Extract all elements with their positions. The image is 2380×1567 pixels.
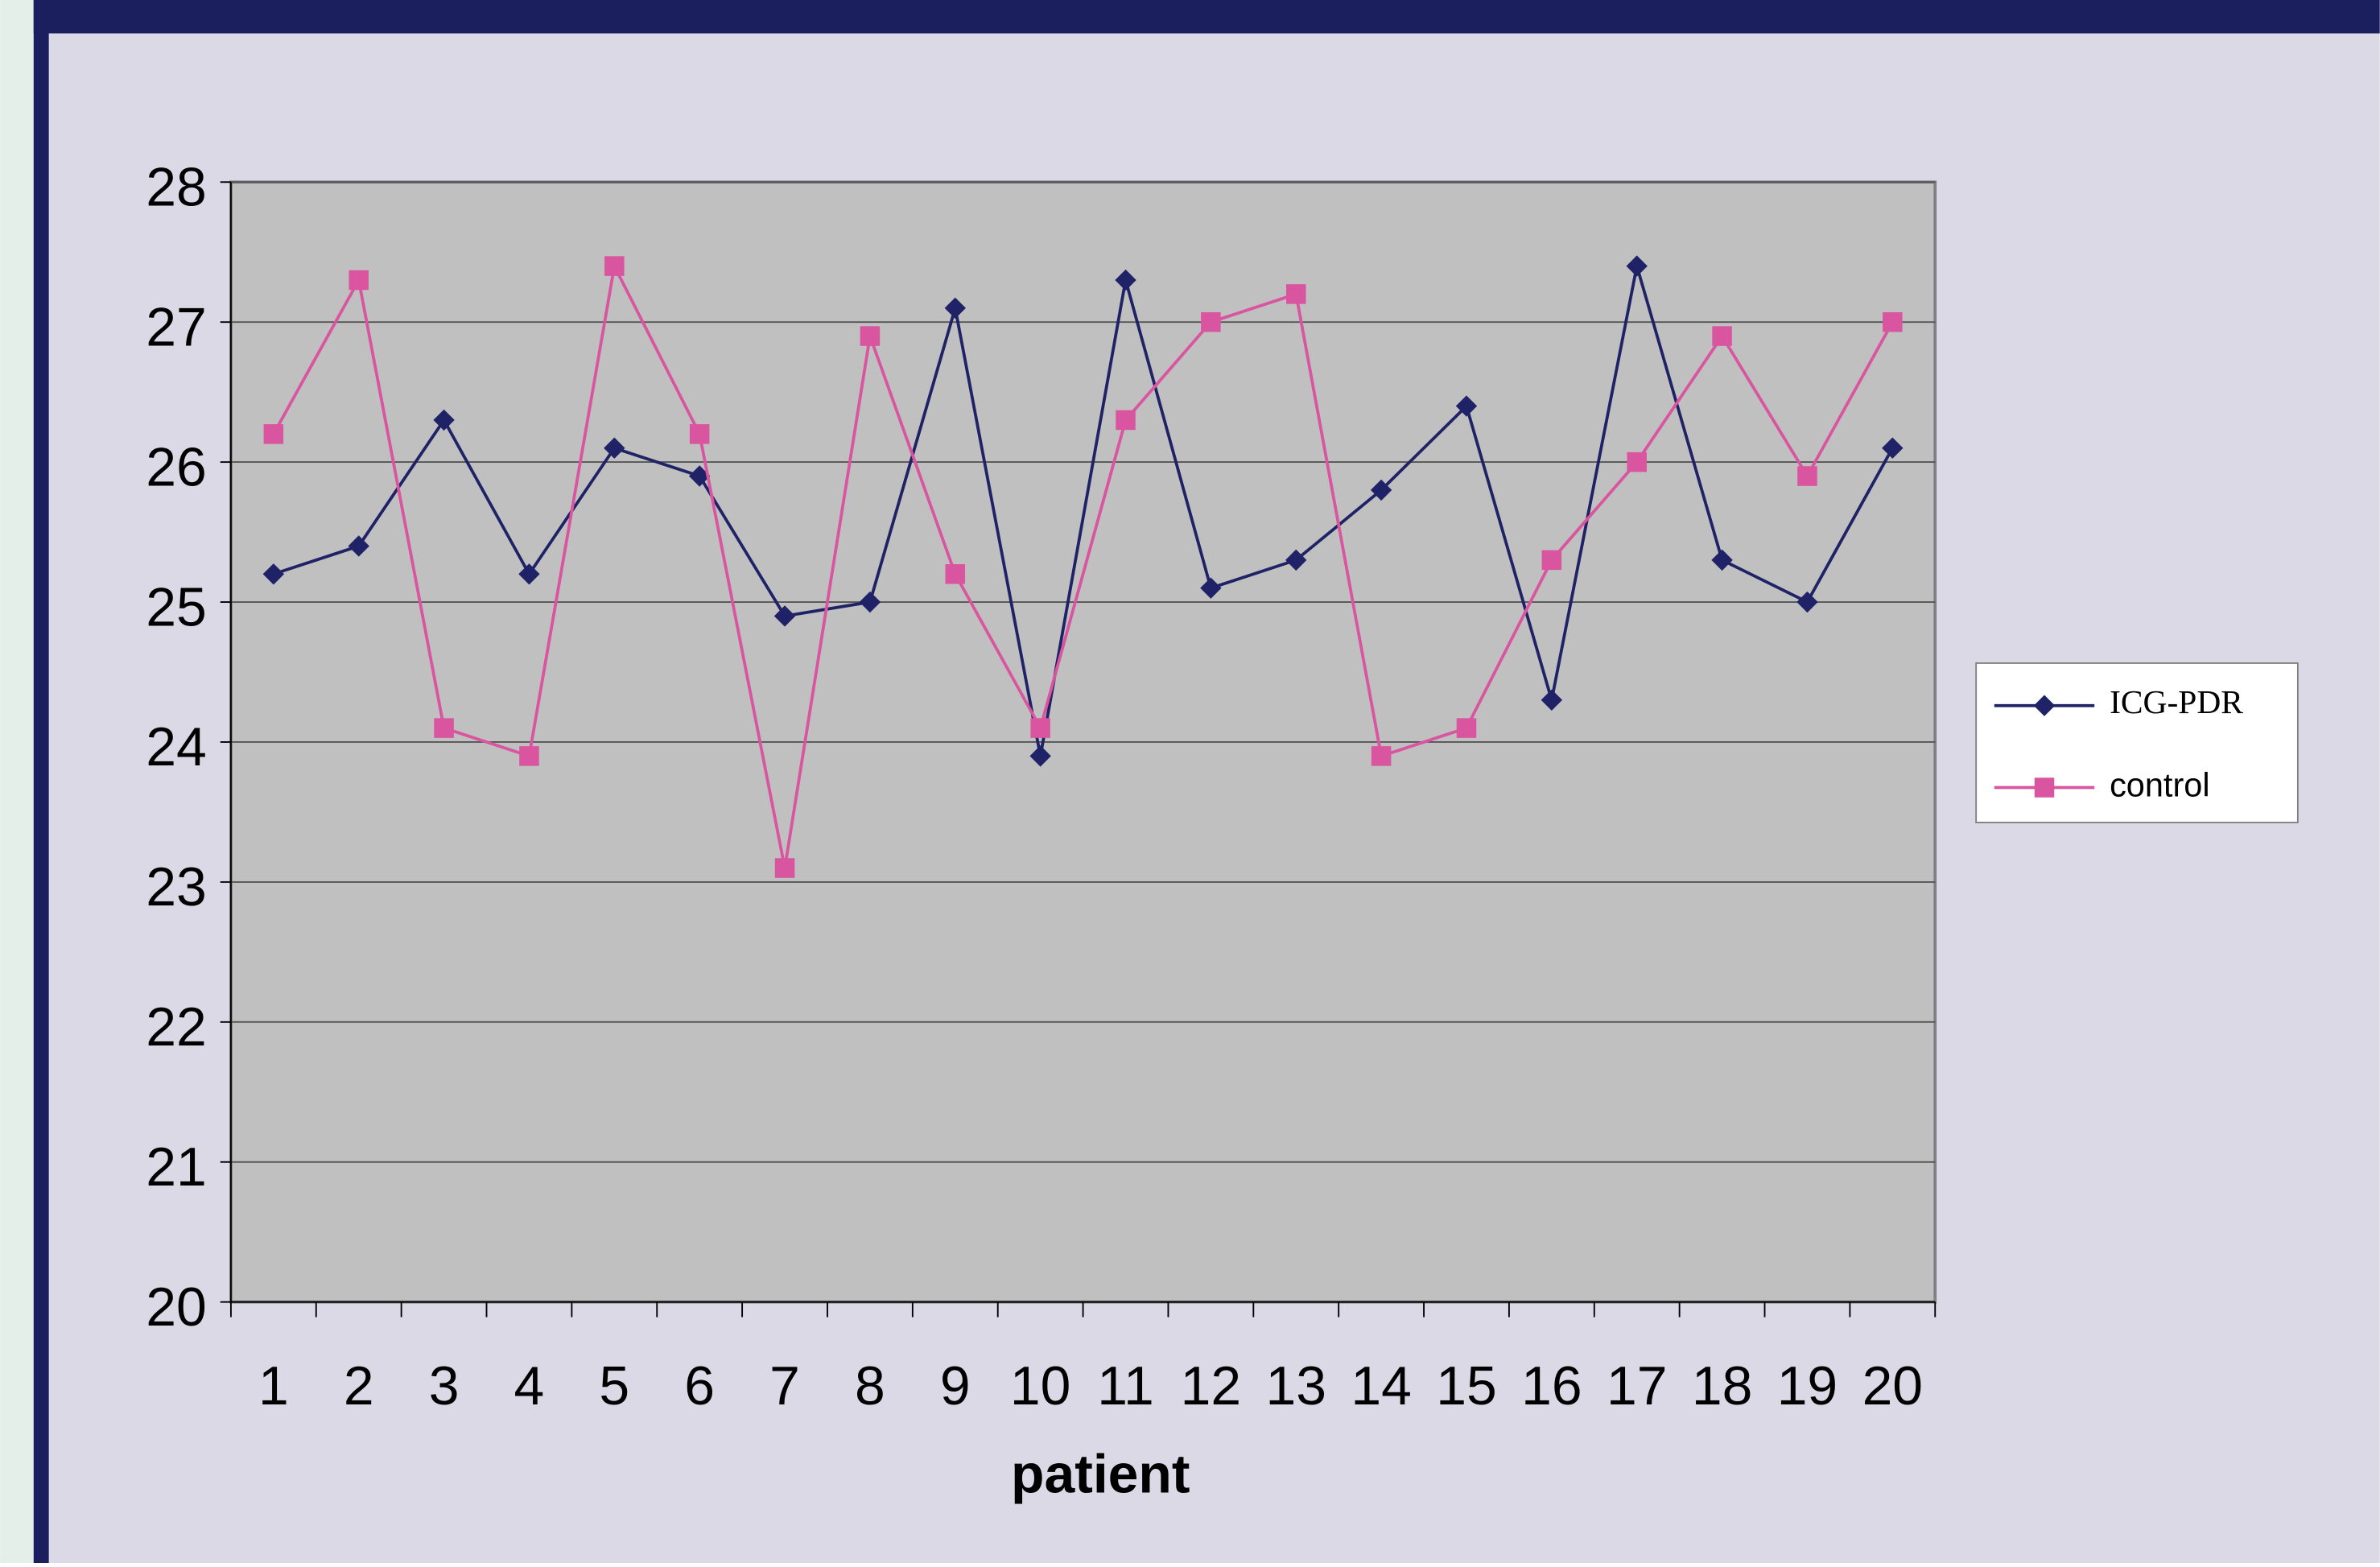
point — [263, 424, 284, 444]
series-line — [272, 261, 1894, 868]
point — [434, 718, 454, 738]
x-tick-label: 3 — [429, 1356, 460, 1416]
y-tick-label: 24 — [146, 717, 206, 777]
point — [1883, 311, 1903, 332]
point — [1116, 410, 1136, 431]
x-tick-label: 5 — [599, 1356, 629, 1416]
x-tick-label: 7 — [769, 1356, 800, 1416]
x-axis-title: patient — [1011, 1444, 1190, 1504]
point — [1711, 549, 1733, 571]
point — [774, 858, 795, 878]
point — [859, 591, 881, 613]
y-tick-label: 26 — [146, 437, 206, 497]
x-tick-label: 12 — [1181, 1356, 1241, 1416]
x-tick-label: 14 — [1351, 1356, 1411, 1416]
legend — [1975, 662, 2299, 823]
side-strip — [0, 0, 34, 1563]
x-tick-label: 2 — [344, 1356, 374, 1416]
point — [945, 564, 966, 584]
legend-marker — [2033, 695, 2056, 716]
point — [1541, 689, 1563, 711]
y-tick-label: 25 — [146, 577, 206, 637]
point — [1285, 284, 1306, 304]
x-tick-label: 10 — [1010, 1356, 1070, 1416]
point — [1030, 718, 1050, 738]
point — [1455, 395, 1478, 417]
y-tick-label: 22 — [146, 997, 206, 1058]
x-tick-label: 15 — [1436, 1356, 1496, 1416]
legend-label: control — [2110, 765, 2209, 803]
top-bar — [33, 0, 2380, 34]
point — [1456, 718, 1477, 738]
point — [944, 297, 966, 319]
point — [519, 746, 539, 766]
x-tick-label: 16 — [1521, 1356, 1582, 1416]
x-tick-label: 4 — [514, 1356, 545, 1416]
point — [1626, 255, 1648, 277]
y-tick-label: 28 — [146, 157, 206, 217]
x-tick-label: 13 — [1266, 1356, 1326, 1416]
point — [1541, 550, 1562, 571]
point — [1371, 746, 1392, 766]
series-line — [273, 266, 1894, 757]
point — [1627, 452, 1647, 472]
x-tick-label: 19 — [1777, 1356, 1838, 1416]
point — [1796, 591, 1818, 613]
legend-marker — [2034, 777, 2055, 798]
x-tick-label: 6 — [684, 1356, 715, 1416]
point — [604, 256, 625, 276]
x-tick-label: 11 — [1097, 1356, 1153, 1416]
point — [1370, 479, 1392, 501]
point — [860, 326, 881, 346]
point — [348, 535, 369, 557]
y-tick-label: 23 — [146, 857, 206, 918]
point — [1712, 326, 1732, 346]
point — [1797, 466, 1817, 486]
x-tick-label: 20 — [1862, 1356, 1923, 1416]
x-tick-label: 17 — [1607, 1356, 1667, 1416]
point — [349, 270, 369, 291]
point — [518, 563, 540, 585]
x-tick-label: 8 — [855, 1356, 885, 1416]
x-tick-label: 9 — [940, 1356, 971, 1416]
x-tick-label: 18 — [1692, 1356, 1752, 1416]
y-tick-label: 21 — [146, 1137, 206, 1198]
x-tick-label: 1 — [258, 1356, 289, 1416]
point — [1201, 311, 1221, 332]
point — [262, 563, 285, 585]
legend-label: ICG-PDR — [2110, 683, 2243, 720]
side-border — [33, 0, 49, 1563]
point — [689, 424, 710, 444]
y-tick-label: 20 — [146, 1277, 206, 1338]
y-tick-label: 27 — [146, 297, 206, 357]
